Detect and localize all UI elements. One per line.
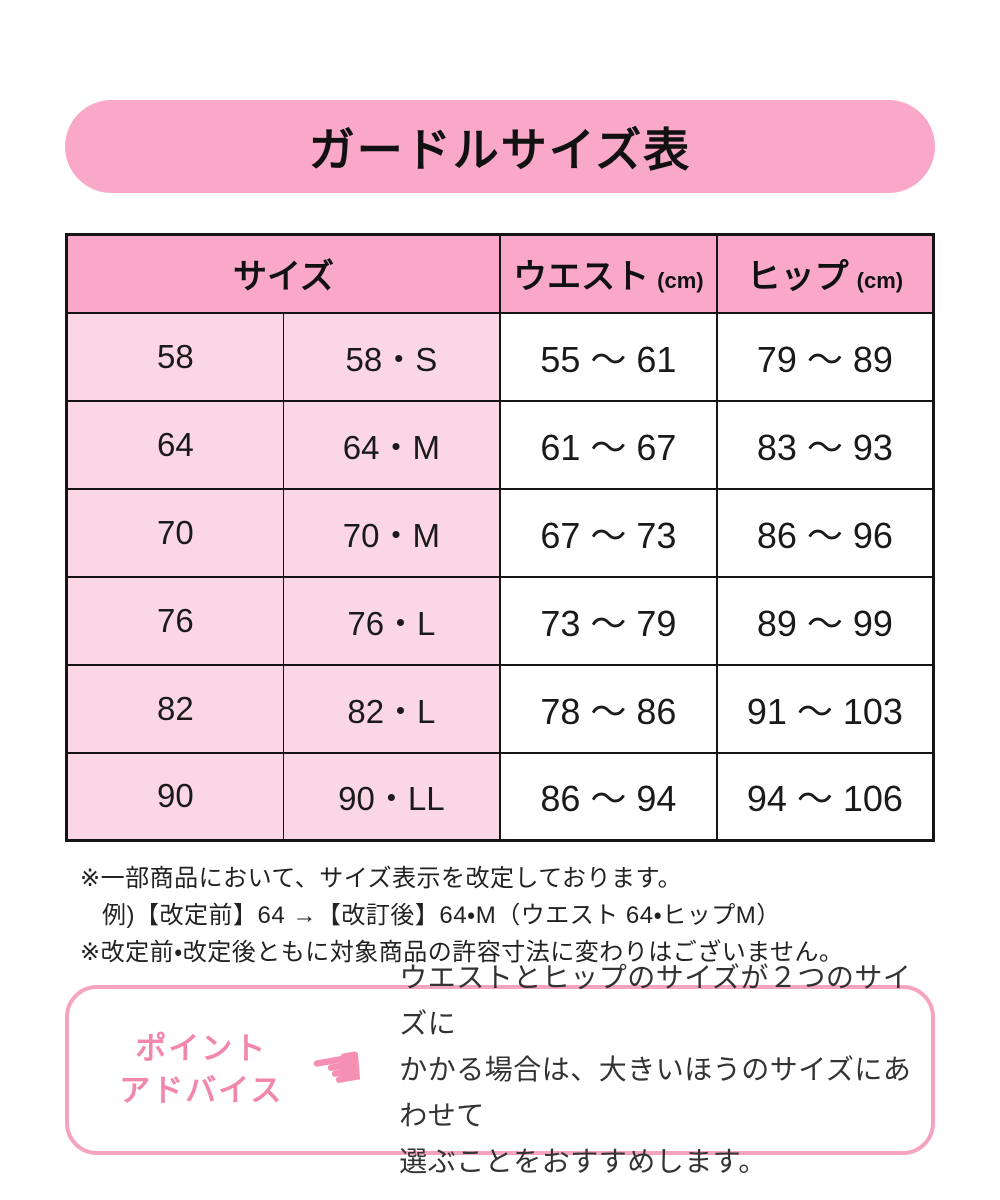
table-row: 90 90・LL 86 〜 94 94 〜 106 xyxy=(65,751,935,842)
header-size: サイズ xyxy=(65,233,501,314)
table-header-row: サイズ ウエスト (cm) ヒップ (cm) xyxy=(65,233,935,314)
footnote-example: 例)【改定前】64 →【改訂後】64・M（ウエスト 64・ヒップM） xyxy=(102,902,781,929)
point-advice-label: ポイント アドバイス xyxy=(107,1028,296,1112)
size-label-cell: 70・M xyxy=(282,487,501,578)
size-cell: 70 xyxy=(65,487,284,578)
header-hip-label: ヒップ xyxy=(746,258,849,297)
hip-cell: 86 〜 96 xyxy=(715,487,935,578)
hip-cell: 79 〜 89 xyxy=(715,311,935,402)
footnote-tolerance: ※改定前・改定後ともに対象商品の許容寸法に変わりはございません。 xyxy=(80,939,844,966)
size-label-cell: 90・LL xyxy=(282,751,501,842)
header-waist-label: ウエスト xyxy=(513,258,650,297)
size-cell: 64 xyxy=(65,399,284,490)
waist-cell: 55 〜 61 xyxy=(499,311,718,402)
advice-text-line1: ウエストとヒップのサイズが２つのサイズに xyxy=(399,962,912,1039)
waist-cell: 86 〜 94 xyxy=(499,751,718,842)
table-row: 58 58・S 55 〜 61 79 〜 89 xyxy=(65,311,935,402)
pointing-hand-icon: ☚ xyxy=(303,1030,371,1109)
header-hip-unit: (cm) xyxy=(856,268,904,294)
hip-cell: 91 〜 103 xyxy=(715,663,935,754)
table-row: 76 76・L 73 〜 79 89 〜 99 xyxy=(65,575,935,666)
size-label-cell: 64・M xyxy=(282,399,501,490)
advice-text: ウエストとヒップのサイズが２つのサイズに かかる場合は、大きいほうのサイズにあわ… xyxy=(399,955,931,1185)
advice-text-line2: かかる場合は、大きいほうのサイズにあわせて xyxy=(399,1054,912,1131)
size-cell: 76 xyxy=(65,575,284,666)
waist-cell: 61 〜 67 xyxy=(499,399,718,490)
hip-cell: 83 〜 93 xyxy=(715,399,935,490)
header-waist: ウエスト (cm) xyxy=(499,233,718,314)
header-waist-unit: (cm) xyxy=(657,268,704,294)
table-row: 82 82・L 78 〜 86 91 〜 103 xyxy=(65,663,935,754)
header-size-label: サイズ xyxy=(233,258,334,297)
waist-cell: 78 〜 86 xyxy=(499,663,718,754)
footnote-revision: ※一部商品において、サイズ表示を改定しております。 xyxy=(80,865,683,892)
size-cell: 82 xyxy=(65,663,284,754)
hip-cell: 89 〜 99 xyxy=(715,575,935,666)
size-cell: 90 xyxy=(65,751,284,842)
size-cell: 58 xyxy=(65,311,284,402)
table-row: 70 70・M 67 〜 73 86 〜 96 xyxy=(65,487,935,578)
size-label-cell: 76・L xyxy=(282,575,501,666)
point-advice-label-line1: ポイント xyxy=(135,1031,268,1066)
point-advice-label-line2: アドバイス xyxy=(119,1073,284,1108)
size-label-cell: 82・L xyxy=(282,663,501,754)
advice-text-line3: 選ぶことをおすすめします。 xyxy=(399,1146,767,1177)
point-advice-box: ポイント アドバイス ☚ ウエストとヒップのサイズが２つのサイズに かかる場合は… xyxy=(65,962,935,1177)
waist-cell: 73 〜 79 xyxy=(499,575,718,666)
footnotes: ※一部商品において、サイズ表示を改定しております。 例)【改定前】64 →【改訂… xyxy=(80,860,844,971)
size-label-cell: 58・S xyxy=(282,311,501,402)
header-hip: ヒップ (cm) xyxy=(715,233,935,314)
title-banner: ガードルサイズ表 xyxy=(65,100,935,193)
table-row: 64 64・M 61 〜 67 83 〜 93 xyxy=(65,399,935,490)
page-title: ガードルサイズ表 xyxy=(308,123,692,176)
waist-cell: 67 〜 73 xyxy=(499,487,718,578)
size-table: サイズ ウエスト (cm) ヒップ (cm) 58 58・S 55 〜 61 79 … xyxy=(65,233,935,842)
hip-cell: 94 〜 106 xyxy=(715,751,935,842)
